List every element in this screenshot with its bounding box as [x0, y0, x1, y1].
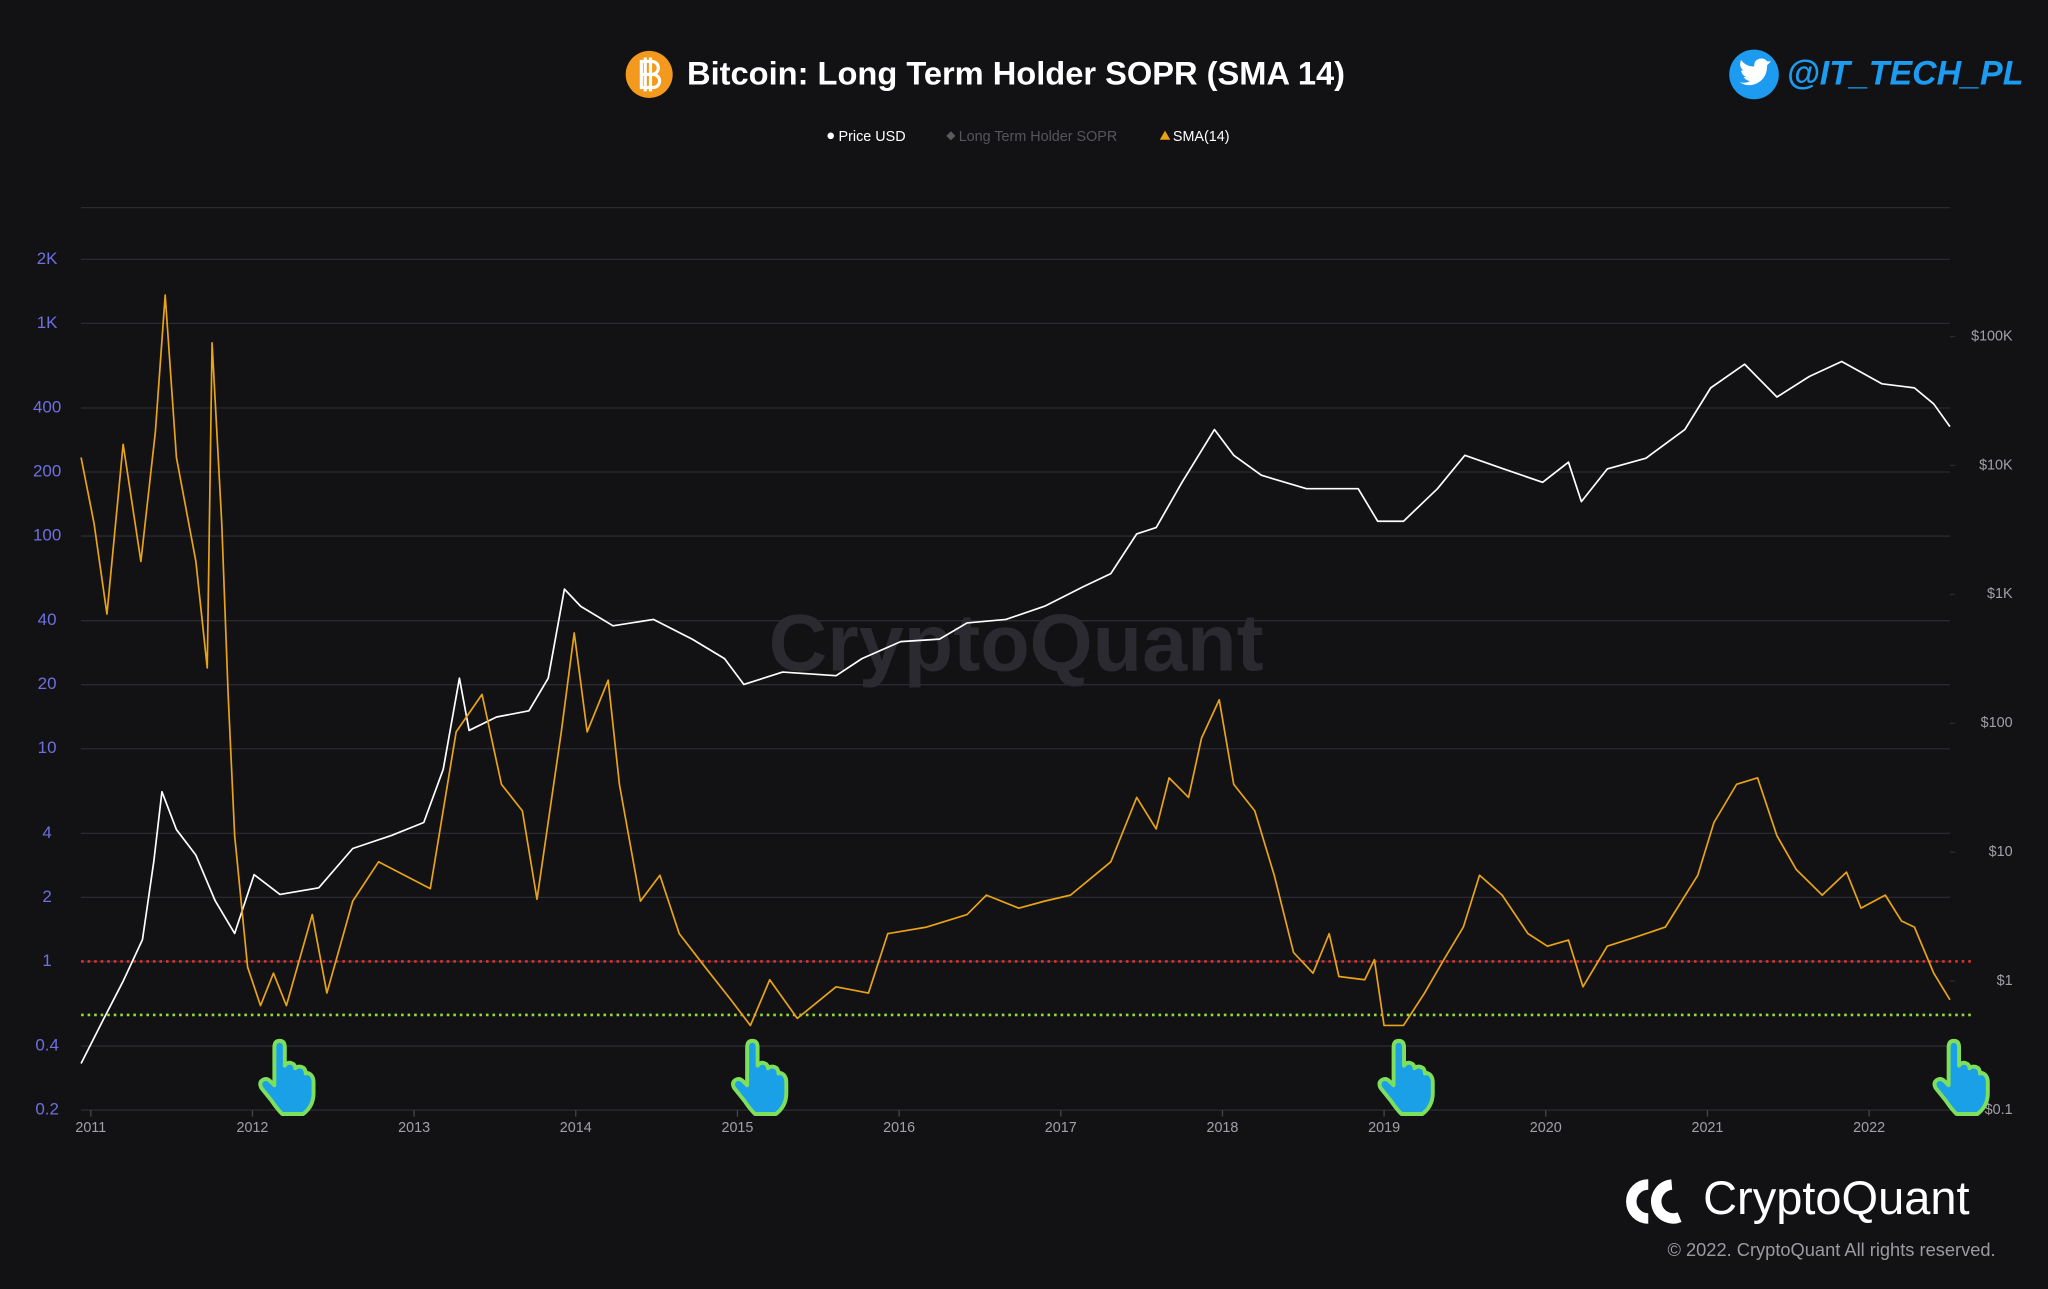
y-tick-label: 10: [38, 738, 57, 757]
x-tick-label: 2018: [1206, 1120, 1238, 1136]
hand-icon: [258, 1038, 316, 1116]
x-tick-label: 2015: [721, 1120, 753, 1136]
legend-label: Price USD: [839, 129, 906, 145]
x-tick-label: 2014: [560, 1120, 592, 1136]
y-tick-label: 100: [33, 526, 61, 545]
y-tick-label: 0.4: [35, 1036, 59, 1055]
y-tick-label: 2K: [37, 249, 58, 268]
twitter-handle: @IT_TECH_PL: [1787, 55, 2024, 93]
x-tick-label: 2012: [236, 1120, 268, 1136]
x-tick-label: 2016: [883, 1120, 915, 1136]
x-tick-label: 2017: [1045, 1120, 1077, 1136]
y2-tick-label: $10K: [1979, 457, 2013, 473]
watermark: CryptoQuant: [769, 598, 1264, 688]
y2-tick-label: $100K: [1971, 328, 2013, 344]
hand-shape: [1932, 1038, 1990, 1116]
twitter-icon: [1729, 49, 1779, 100]
legend-label: Long Term Holder SOPR: [959, 129, 1118, 145]
legend: Price USD Long Term Holder SOPR SMA(14): [827, 129, 1230, 145]
series-line: [80, 360, 1951, 1064]
x-tick-label: 2013: [398, 1120, 430, 1136]
hand-shape: [1377, 1038, 1435, 1116]
legend-marker: [827, 132, 834, 140]
brand-name: CryptoQuant: [1703, 1171, 1969, 1224]
hand-icon: [1932, 1038, 1990, 1116]
legend-label: SMA(14): [1173, 129, 1230, 145]
hand-icon: [1377, 1038, 1435, 1116]
y-tick-label: 1K: [37, 313, 58, 332]
legend-marker: [1159, 130, 1171, 140]
y-tick-label: 4: [42, 823, 51, 842]
y-tick-label: 20: [38, 674, 57, 693]
y-tick-label: 0.2: [35, 1100, 59, 1119]
y2-tick-label: $1: [1997, 973, 2013, 989]
y2-tick-label: $10: [1989, 844, 2013, 860]
plot-area: 0.2 0.4 1 2 4 10 20 40 100 200 400 1K 2K $0.1 $1 $10 $10…: [33, 206, 2013, 1136]
y-tick-label: 400: [33, 397, 61, 416]
copyright: © 2022. CryptoQuant All rights reserved.: [1667, 1239, 1995, 1260]
title-icon: [625, 50, 673, 98]
y-tick-label: 40: [38, 610, 57, 629]
x-tick-label: 2019: [1368, 1120, 1400, 1136]
series-line: [80, 294, 1951, 1027]
x-tick-label: 2022: [1853, 1120, 1885, 1136]
y2-tick-label: $1K: [1987, 586, 2013, 602]
x-tick-label: 2021: [1691, 1120, 1723, 1136]
y-tick-label: 1: [42, 951, 51, 970]
legend-marker: [946, 131, 956, 141]
hand-icon: [731, 1038, 789, 1116]
chart-title: Bitcoin: Long Term Holder SOPR (SMA 14): [687, 54, 1345, 91]
x-tick-label: 2011: [75, 1120, 106, 1136]
hand-shape: [731, 1038, 789, 1116]
brand-logo: [1626, 1179, 1682, 1224]
y2-tick-label: $100: [1981, 715, 2013, 731]
x-tick-label: 2020: [1530, 1120, 1562, 1136]
y-tick-label: 200: [33, 462, 61, 481]
y2-tick-label: $0.1: [1985, 1102, 2013, 1118]
hand-icons: [258, 1038, 1990, 1116]
hand-shape: [258, 1038, 316, 1116]
y-tick-label: 2: [42, 887, 51, 906]
